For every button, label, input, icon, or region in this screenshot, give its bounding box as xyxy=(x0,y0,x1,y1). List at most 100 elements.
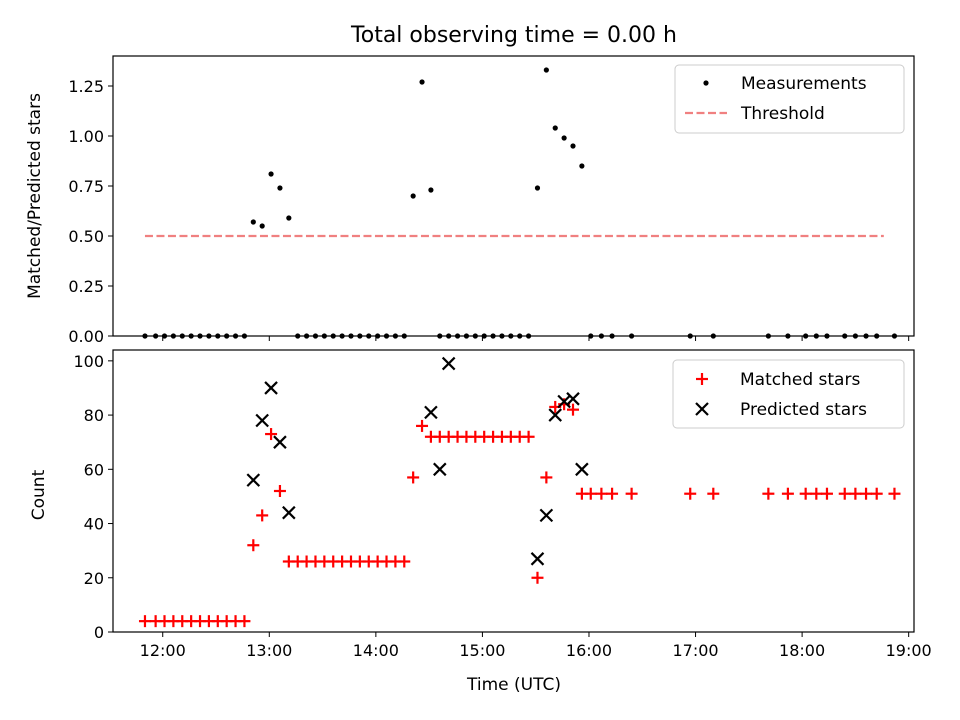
predicted-point xyxy=(557,394,571,409)
matched-point xyxy=(870,487,883,500)
measurement-point xyxy=(579,163,585,169)
measurement-point xyxy=(286,215,292,221)
count-plot-area xyxy=(138,356,901,628)
measurement-point xyxy=(552,125,558,131)
x-tick-label: 17:00 xyxy=(672,641,718,660)
matched-point xyxy=(273,485,286,497)
ratio-y-tick-label: 0.50 xyxy=(68,227,104,246)
ratio-panel: Total observing time = 0.00 h Matched/Pr… xyxy=(25,23,915,346)
count-axis-ticks: 12:00 13:00 14:00 15:00 16:00 17:00 18:00 19:00… xyxy=(73,352,931,660)
predicted-point xyxy=(548,408,563,422)
count-y-tick-label: 60 xyxy=(84,460,104,479)
x-tick-label: 18:00 xyxy=(779,641,825,660)
count-axes-frame xyxy=(112,349,915,633)
series-predicted-stars xyxy=(246,356,589,566)
x-tick-label: 19:00 xyxy=(886,641,932,660)
count-y-tick-label: 0 xyxy=(94,623,104,642)
matched-point xyxy=(810,487,823,500)
ratio-plot-area xyxy=(142,67,898,339)
ratio-y-tick-label: 0.00 xyxy=(68,327,104,346)
ratio-y-tick-label: 1.00 xyxy=(68,127,104,146)
predicted-point xyxy=(441,356,456,371)
matched-point xyxy=(762,487,775,500)
measurement-point xyxy=(570,143,576,149)
legend-measurements-marker xyxy=(703,80,709,86)
matched-point xyxy=(531,571,544,584)
ratio-y-axis-label: Matched/Predicted stars xyxy=(25,93,45,299)
legend-measurements-label: Measurements xyxy=(741,74,867,94)
matched-point xyxy=(625,487,638,500)
count-y-axis-label: Count xyxy=(29,469,49,520)
legend-matched-label: Matched stars xyxy=(740,370,860,390)
matched-point xyxy=(820,487,833,500)
measurement-point xyxy=(543,67,549,73)
matched-point xyxy=(522,430,535,443)
count-panel: Count Time (UTC) 12:00 13:00 14:00 15:00 16:… xyxy=(29,349,932,695)
matched-point xyxy=(398,555,411,568)
count-y-tick-label: 20 xyxy=(84,569,104,588)
matched-point xyxy=(416,419,429,432)
predicted-point xyxy=(575,462,589,477)
predicted-point xyxy=(255,413,269,428)
x-tick-label: 16:00 xyxy=(566,641,612,660)
matched-point xyxy=(849,487,862,500)
matched-point xyxy=(584,487,597,500)
x-tick-label: 13:00 xyxy=(246,641,292,660)
measurement-point xyxy=(534,185,541,191)
predicted-point xyxy=(273,435,287,449)
chart-title: Total observing time = 0.00 h xyxy=(350,23,677,48)
ratio-axis-ticks: 0.00 0.25 0.50 0.75 1.00 1.25 xyxy=(68,77,910,346)
matched-point xyxy=(138,615,151,628)
predicted-point xyxy=(539,508,554,523)
predicted-point xyxy=(424,405,438,420)
matched-point xyxy=(799,487,812,500)
series-matched-stars xyxy=(138,398,901,628)
legend-predicted-marker xyxy=(695,402,709,416)
matched-point xyxy=(860,487,873,500)
matched-point xyxy=(265,428,278,441)
matched-point xyxy=(606,487,619,500)
predicted-point xyxy=(264,381,278,395)
measurement-point xyxy=(259,223,265,229)
predicted-point xyxy=(246,473,261,487)
matched-point xyxy=(684,487,697,500)
legend-predicted-label: Predicted stars xyxy=(740,400,867,420)
matched-point xyxy=(888,487,901,500)
count-legend-box xyxy=(672,359,905,429)
predicted-point xyxy=(282,505,296,520)
legend-threshold-label: Threshold xyxy=(740,104,825,124)
ratio-y-tick-label: 1.25 xyxy=(68,77,104,96)
measurement-point xyxy=(250,219,256,225)
x-axis-label: Time (UTC) xyxy=(466,675,561,695)
matched-point xyxy=(540,471,553,484)
measurement-point xyxy=(419,79,425,85)
predicted-point xyxy=(530,552,545,566)
count-y-tick-label: 40 xyxy=(84,515,104,534)
matched-point xyxy=(407,471,420,484)
count-legend: Matched stars Predicted stars xyxy=(672,359,905,429)
x-tick-label: 15:00 xyxy=(459,641,505,660)
measurement-point xyxy=(561,135,567,141)
count-y-tick-label: 80 xyxy=(84,406,104,425)
matched-point xyxy=(838,487,851,500)
matched-point xyxy=(781,487,794,500)
ratio-y-tick-label: 0.25 xyxy=(68,277,104,296)
measurement-point xyxy=(410,193,416,199)
ratio-axes-frame xyxy=(112,55,915,337)
matched-point xyxy=(247,539,260,552)
measurement-point xyxy=(277,185,283,191)
predicted-point xyxy=(433,462,447,477)
ratio-legend: Measurements Threshold xyxy=(674,64,905,134)
matched-point xyxy=(566,403,579,416)
matched-point xyxy=(707,487,720,500)
ratio-y-tick-label: 0.75 xyxy=(68,177,104,196)
legend-matched-marker xyxy=(696,373,708,385)
measurement-point xyxy=(428,187,434,193)
x-tick-label: 14:00 xyxy=(353,641,399,660)
x-tick-label: 12:00 xyxy=(140,641,186,660)
measurement-point xyxy=(268,171,274,177)
count-y-tick-label: 100 xyxy=(73,352,104,371)
matched-point xyxy=(238,615,251,628)
matched-point xyxy=(256,509,269,522)
